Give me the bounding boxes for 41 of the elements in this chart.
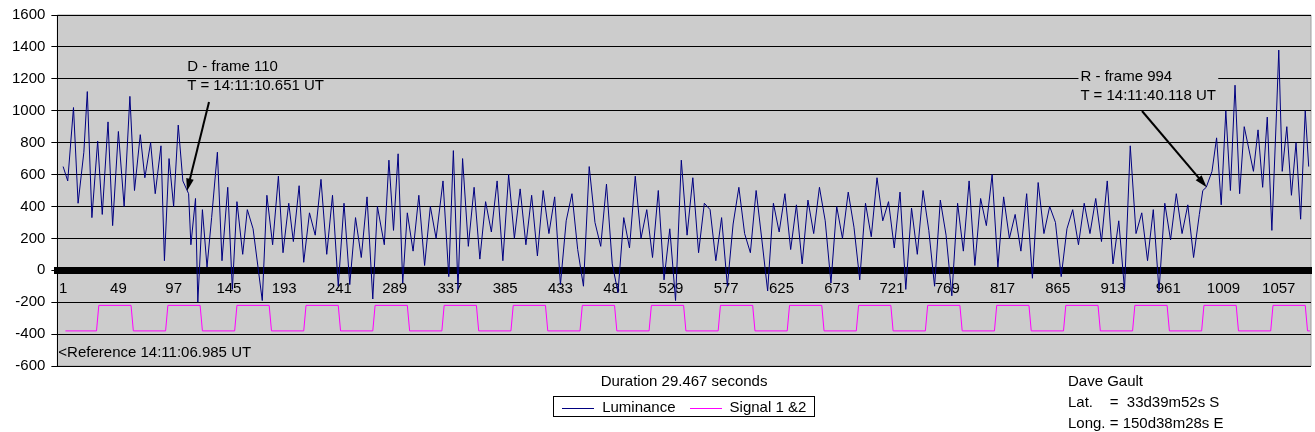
- annotation: R - frame 994 T = 14:11:40.118 UT: [1080, 66, 1216, 103]
- x-tick-label: 577: [713, 279, 739, 297]
- y-tick-label: 1000: [11, 100, 46, 118]
- x-tick-label: 97: [165, 279, 182, 297]
- x-tick-label: 241: [326, 279, 352, 297]
- x-tick-label: 433: [547, 279, 573, 297]
- x-tick-label: 289: [382, 279, 408, 297]
- x-tick-label: 865: [1045, 279, 1071, 297]
- x-tick-label: 913: [1100, 279, 1126, 297]
- x-tick-label: 1009: [1206, 279, 1241, 297]
- x-tick-label: 337: [437, 279, 463, 297]
- y-tick-label: -400: [15, 324, 46, 342]
- y-tick-label: 800: [20, 132, 46, 150]
- x-tick-label: 1: [58, 279, 68, 297]
- x-tick-label: 625: [768, 279, 794, 297]
- y-tick-label: 600: [20, 164, 46, 182]
- x-tick-label: 817: [989, 279, 1015, 297]
- annotation: <Reference 14:11:06.985 UT: [58, 342, 252, 361]
- annotation: D - frame 110 T = 14:11:10.651 UT: [187, 56, 324, 94]
- y-tick-label: -600: [15, 356, 46, 374]
- y-tick-label: 200: [20, 228, 46, 246]
- x-tick-label: 961: [1155, 279, 1181, 297]
- y-tick-label: 0: [37, 260, 46, 278]
- y-tick-label: 1200: [11, 68, 46, 86]
- legend-label: Signal 1 &2: [728, 398, 807, 415]
- x-axis-title: Duration 29.467 seconds: [600, 371, 768, 390]
- legend-label: Luminance: [601, 398, 676, 415]
- x-tick-label: 193: [271, 279, 297, 297]
- x-tick-label: 145: [216, 279, 242, 297]
- x-tick-label: 673: [824, 279, 850, 297]
- x-tick-label: 1057: [1262, 279, 1296, 297]
- text: Lat. = 33d39m52s S: [1068, 392, 1220, 411]
- y-tick-label: -200: [15, 292, 46, 310]
- text: Dave Gault: [1068, 371, 1144, 390]
- y-tick-label: 1600: [11, 5, 46, 23]
- x-tick-label: 385: [492, 279, 518, 297]
- y-tick-label: 400: [20, 196, 46, 214]
- x-tick-label: 49: [110, 279, 127, 297]
- text: Long. = 150d38m28s E: [1068, 413, 1224, 432]
- y-tick-label: 1400: [11, 37, 46, 55]
- x-tick-label: 721: [879, 279, 905, 297]
